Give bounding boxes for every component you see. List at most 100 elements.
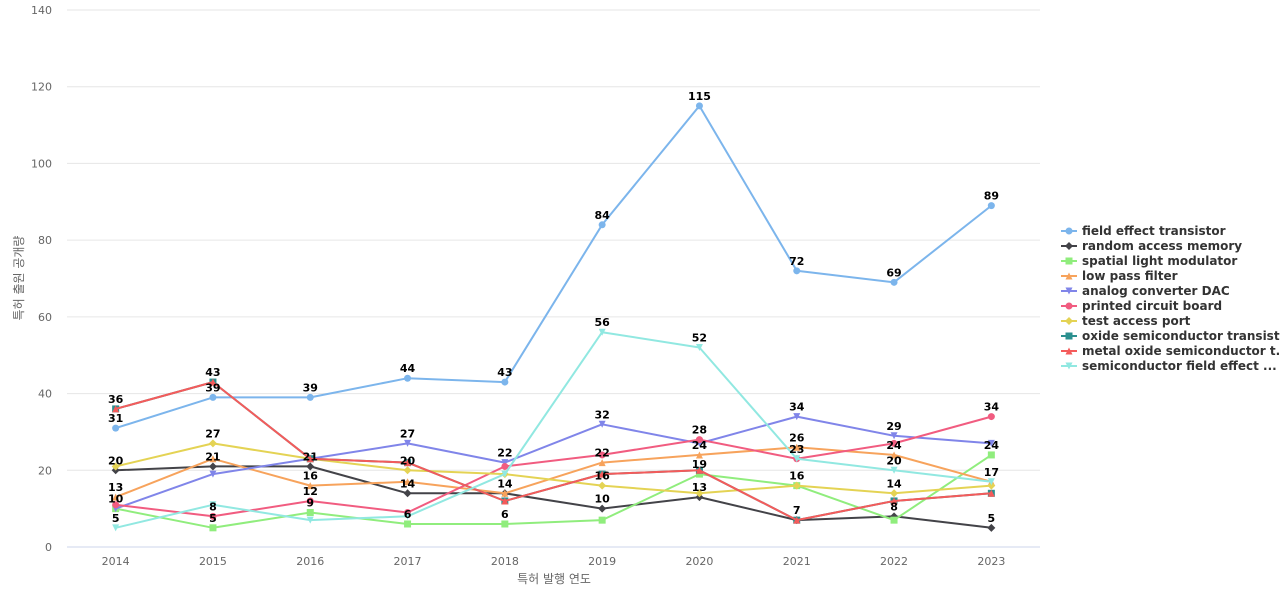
data-point[interactable] — [306, 462, 315, 471]
data-point[interactable] — [793, 443, 801, 451]
series-metal-oxide-semiconductor-t-[interactable] — [112, 378, 995, 524]
data-point[interactable] — [112, 501, 120, 509]
data-point[interactable] — [501, 378, 509, 386]
series-line[interactable] — [115, 442, 992, 495]
data-point[interactable] — [501, 520, 509, 528]
data-point[interactable] — [598, 504, 607, 513]
data-point[interactable] — [306, 482, 314, 490]
legend-item[interactable]: field effect transistor — [1061, 224, 1226, 238]
data-point[interactable] — [598, 459, 606, 467]
data-point[interactable] — [209, 393, 217, 401]
data-point[interactable] — [695, 470, 703, 478]
data-point[interactable] — [890, 278, 898, 286]
legend-item[interactable]: metal oxide semiconductor t... — [1061, 344, 1280, 358]
data-point[interactable] — [403, 466, 412, 475]
series-line[interactable] — [115, 454, 992, 529]
data-point[interactable] — [987, 439, 995, 447]
series-line[interactable] — [115, 331, 992, 529]
data-point[interactable] — [987, 451, 995, 459]
data-point[interactable] — [112, 424, 120, 432]
legend-marker[interactable] — [1065, 227, 1073, 235]
data-point[interactable] — [306, 497, 314, 505]
data-point[interactable] — [501, 470, 509, 478]
data-point[interactable] — [695, 102, 703, 110]
series-printed-circuit-board[interactable] — [112, 413, 995, 520]
series-line[interactable] — [115, 104, 993, 430]
data-point[interactable] — [404, 512, 412, 520]
data-point[interactable] — [987, 478, 995, 486]
legend-marker[interactable] — [1065, 287, 1073, 295]
data-point[interactable] — [112, 524, 120, 532]
series-line[interactable] — [115, 415, 992, 518]
series-line[interactable] — [115, 415, 992, 510]
series-analog-converter-dac[interactable] — [112, 413, 995, 513]
legend-label[interactable]: oxide semiconductor transistor — [1082, 329, 1280, 343]
legend-item[interactable]: semiconductor field effect ... — [1061, 359, 1277, 373]
data-point[interactable] — [501, 462, 509, 470]
data-point[interactable] — [501, 497, 509, 505]
legend-item[interactable]: test access port — [1061, 314, 1191, 328]
legend-item[interactable]: random access memory — [1061, 239, 1242, 253]
data-point[interactable] — [598, 328, 606, 336]
data-point[interactable] — [209, 378, 217, 386]
legend-item[interactable]: analog converter DAC — [1061, 284, 1230, 298]
data-point[interactable] — [598, 481, 607, 490]
data-point[interactable] — [695, 451, 703, 459]
data-point[interactable] — [501, 459, 509, 467]
legend-marker[interactable] — [1065, 272, 1073, 280]
data-point[interactable] — [209, 512, 217, 520]
legend-label[interactable]: random access memory — [1082, 239, 1242, 253]
data-point[interactable] — [306, 508, 314, 516]
data-point[interactable] — [112, 493, 120, 501]
series-line[interactable] — [115, 381, 992, 522]
legend-label[interactable]: spatial light modulator — [1082, 254, 1237, 268]
legend-marker[interactable] — [1065, 347, 1073, 355]
data-point[interactable] — [890, 516, 898, 524]
legend-item[interactable]: low pass filter — [1061, 269, 1178, 283]
data-point[interactable] — [793, 516, 801, 524]
data-point[interactable] — [208, 462, 217, 471]
data-point[interactable] — [404, 459, 412, 467]
series-low-pass-filter[interactable] — [112, 443, 995, 501]
data-point[interactable] — [404, 520, 412, 528]
series-line[interactable] — [115, 465, 992, 529]
data-point[interactable] — [987, 489, 995, 497]
data-point[interactable] — [111, 462, 120, 471]
legend-item[interactable]: oxide semiconductor transistor — [1061, 329, 1280, 343]
data-point[interactable] — [695, 436, 703, 444]
data-point[interactable] — [793, 267, 801, 275]
data-point[interactable] — [695, 489, 704, 498]
data-point[interactable] — [987, 202, 995, 210]
data-point[interactable] — [793, 455, 801, 463]
legend-marker[interactable] — [1065, 242, 1073, 250]
data-point[interactable] — [987, 523, 996, 532]
series-field-effect-transistor[interactable] — [112, 102, 995, 432]
data-point[interactable] — [404, 374, 412, 382]
data-point[interactable] — [695, 344, 703, 352]
data-point[interactable] — [112, 405, 120, 413]
legend-label[interactable]: semiconductor field effect ... — [1082, 359, 1277, 373]
legend-item[interactable]: printed circuit board — [1061, 299, 1222, 313]
legend-item[interactable]: spatial light modulator — [1061, 254, 1237, 268]
data-point[interactable] — [792, 481, 801, 490]
data-point[interactable] — [598, 221, 606, 229]
data-point[interactable] — [306, 393, 314, 401]
legend-marker[interactable] — [1065, 362, 1073, 370]
data-point[interactable] — [987, 481, 996, 490]
data-point[interactable] — [208, 439, 217, 448]
data-point[interactable] — [209, 501, 217, 509]
data-point[interactable] — [404, 439, 412, 447]
data-point[interactable] — [209, 524, 217, 532]
data-point[interactable] — [209, 455, 217, 463]
data-point[interactable] — [501, 489, 509, 497]
data-point[interactable] — [793, 413, 801, 421]
data-point[interactable] — [987, 413, 995, 421]
legend-marker[interactable] — [1065, 317, 1073, 325]
data-point[interactable] — [306, 516, 314, 524]
data-point[interactable] — [890, 489, 899, 498]
data-point[interactable] — [404, 478, 412, 486]
data-point[interactable] — [695, 466, 703, 474]
data-point[interactable] — [403, 489, 412, 498]
series-semiconductor-field-effect-[interactable] — [112, 328, 995, 532]
